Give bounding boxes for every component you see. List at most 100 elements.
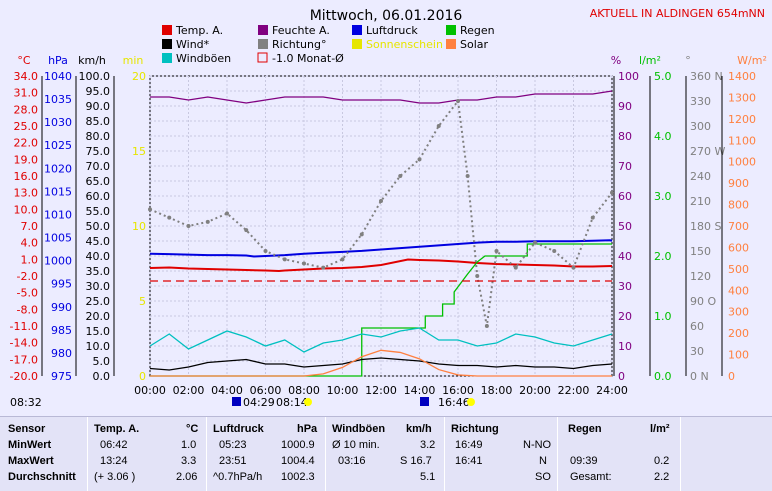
y-tick-label-wind: 5.0 [93, 355, 111, 368]
stats-direction-max-value: N [539, 455, 547, 467]
y-tick-label-wind: 20.0 [86, 310, 111, 323]
y-tick-label-wind: 25.0 [86, 295, 111, 308]
legend-label: Sonnenschein [366, 38, 443, 51]
series-luftdruck [149, 239, 613, 258]
x-tick-label: 18:00 [481, 384, 513, 397]
x-tick-label: 10:00 [327, 384, 359, 397]
y-tick-label-pressure: 985 [51, 324, 72, 337]
legend-swatch [352, 25, 362, 35]
y-tick-label-temp: 22.0 [14, 137, 39, 150]
left-time-marker: 08:32 [10, 396, 42, 409]
stats-row-label: MinWert [8, 439, 52, 451]
y-tick-label-wind: 50.0 [86, 220, 111, 233]
y-tick-label-rain: 3.0 [654, 190, 672, 203]
stats-rain-unit: l/m² [650, 423, 670, 435]
stats-pressure-header: Luftdruck [213, 423, 264, 435]
y-tick-label-humidity: 100 [618, 70, 639, 83]
y-tick-label-wind: 90.0 [86, 100, 111, 113]
y-tick-label-solar: 0 [728, 370, 735, 383]
y-tick-label-rain: 1.0 [654, 310, 672, 323]
y-tick-label-pressure: 990 [51, 301, 72, 314]
stats-gusts-header: Windböen [332, 423, 386, 435]
y-tick-label-temp: 4.0 [21, 237, 39, 250]
y-tick-label-wind: 30.0 [86, 280, 111, 293]
y-tick-label-pressure: 975 [51, 370, 72, 383]
legend-label: Wind* [176, 38, 210, 51]
y-tick-label-sun: 5 [139, 295, 146, 308]
weather-chart: Mittwoch, 06.01.2016 AKTUELL IN ALDINGEN… [9, 7, 767, 409]
stats-rain-total-label: Gesamt: [570, 471, 612, 483]
legend-label: Richtung° [272, 38, 326, 51]
stats-temp-unit: °C [186, 423, 199, 435]
stats-pressure-unit: hPa [297, 423, 318, 435]
y-tick-label-sun: 0 [139, 370, 146, 383]
legend-swatch [352, 39, 362, 49]
stats-temp-min-value: 1.0 [181, 439, 197, 451]
stats-pressure-max-time: 23:51 [219, 455, 247, 467]
y-tick-label-humidity: 0 [618, 370, 625, 383]
stats-temp-header: Temp. A. [94, 423, 140, 435]
y-tick-label-pressure: 1035 [44, 93, 72, 106]
legend-swatch [162, 53, 172, 63]
stats-spacer [680, 417, 772, 491]
x-tick-label: 14:00 [404, 384, 436, 397]
y-tick-label-temp: -8.0 [17, 303, 38, 316]
y-tick-label-wind: 35.0 [86, 265, 111, 278]
series-windb-en [149, 327, 613, 353]
sunrise-time: 04:29 [243, 396, 275, 409]
y-tick-label-direction: 60 [690, 320, 704, 333]
y-tick-label-direction: 120 [690, 270, 711, 283]
y-tick-label-wind: 40.0 [86, 250, 111, 263]
y-tick-label-solar: 200 [728, 327, 749, 340]
stats-sensor-header: Sensor [8, 423, 46, 435]
axis-unit-pressure: hPa [48, 54, 68, 67]
y-tick-label-direction: 30 [690, 345, 704, 358]
series-regen [150, 243, 612, 377]
y-tick-label-humidity: 10 [618, 340, 632, 353]
stats-temp-min-time: 06:42 [100, 439, 128, 451]
legend-swatch [446, 25, 456, 35]
y-tick-label-direction: 90 O [690, 295, 716, 308]
stats-temp-avg-value: 2.06 [176, 471, 198, 483]
stats-sensor: Sensor MinWert MaxWert Durchschnitt [0, 417, 86, 491]
stats-gusts-unit: km/h [406, 423, 432, 435]
x-tick-label: 00:00 [134, 384, 166, 397]
y-tick-label-temp: 31.0 [14, 87, 39, 100]
y-tick-label-solar: 1200 [728, 113, 756, 126]
y-tick-label-temp: -14.0 [10, 337, 38, 350]
sunrise-icon [232, 397, 241, 406]
stats-pressure-avg-value: 1002.3 [281, 471, 315, 483]
axis-unit-wind: km/h [78, 54, 106, 67]
y-tick-label-direction: 270 W [690, 145, 725, 158]
y-tick-label-solar: 900 [728, 177, 749, 190]
legend-label: Solar [460, 38, 489, 51]
stats-panel: Sensor MinWert MaxWert Durchschnitt Temp… [0, 416, 772, 491]
y-tick-label-temp: 19.0 [14, 153, 39, 166]
legend-label: Temp. A. [175, 24, 223, 37]
y-tick-label-temp: -17.0 [10, 353, 38, 366]
y-tick-label-temp: 10.0 [14, 203, 39, 216]
stats-direction-min-time: 16:49 [455, 439, 483, 451]
y-tick-label-direction: 300 [690, 120, 711, 133]
stats-row-label: MaxWert [8, 455, 54, 467]
y-tick-label-pressure: 980 [51, 347, 72, 360]
series-layer [148, 90, 614, 377]
stats-pressure-min-value: 1000.9 [281, 439, 315, 451]
stats-rain-total-value: 2.2 [654, 471, 670, 483]
y-tick-label-wind: 45.0 [86, 235, 111, 248]
y-tick-label-temp: -11.0 [10, 320, 38, 333]
y-tick-label-pressure: 1025 [44, 139, 72, 152]
y-tick-label-wind: 65.0 [86, 175, 111, 188]
stats-temp-max-time: 13:24 [100, 455, 128, 467]
series-wind [149, 357, 613, 371]
y-tick-label-solar: 1400 [728, 70, 756, 83]
y-tick-label-humidity: 50 [618, 220, 632, 233]
y-tick-label-wind: 0.0 [93, 370, 111, 383]
y-tick-label-solar: 300 [728, 306, 749, 319]
y-tick-label-pressure: 1030 [44, 116, 72, 129]
stats-temp-max-value: 3.3 [181, 455, 197, 467]
legend-swatch [258, 25, 268, 35]
y-tick-label-humidity: 30 [618, 280, 632, 293]
y-tick-label-direction: 0 N [690, 370, 709, 383]
axis-unit-temp: °C [17, 54, 31, 67]
